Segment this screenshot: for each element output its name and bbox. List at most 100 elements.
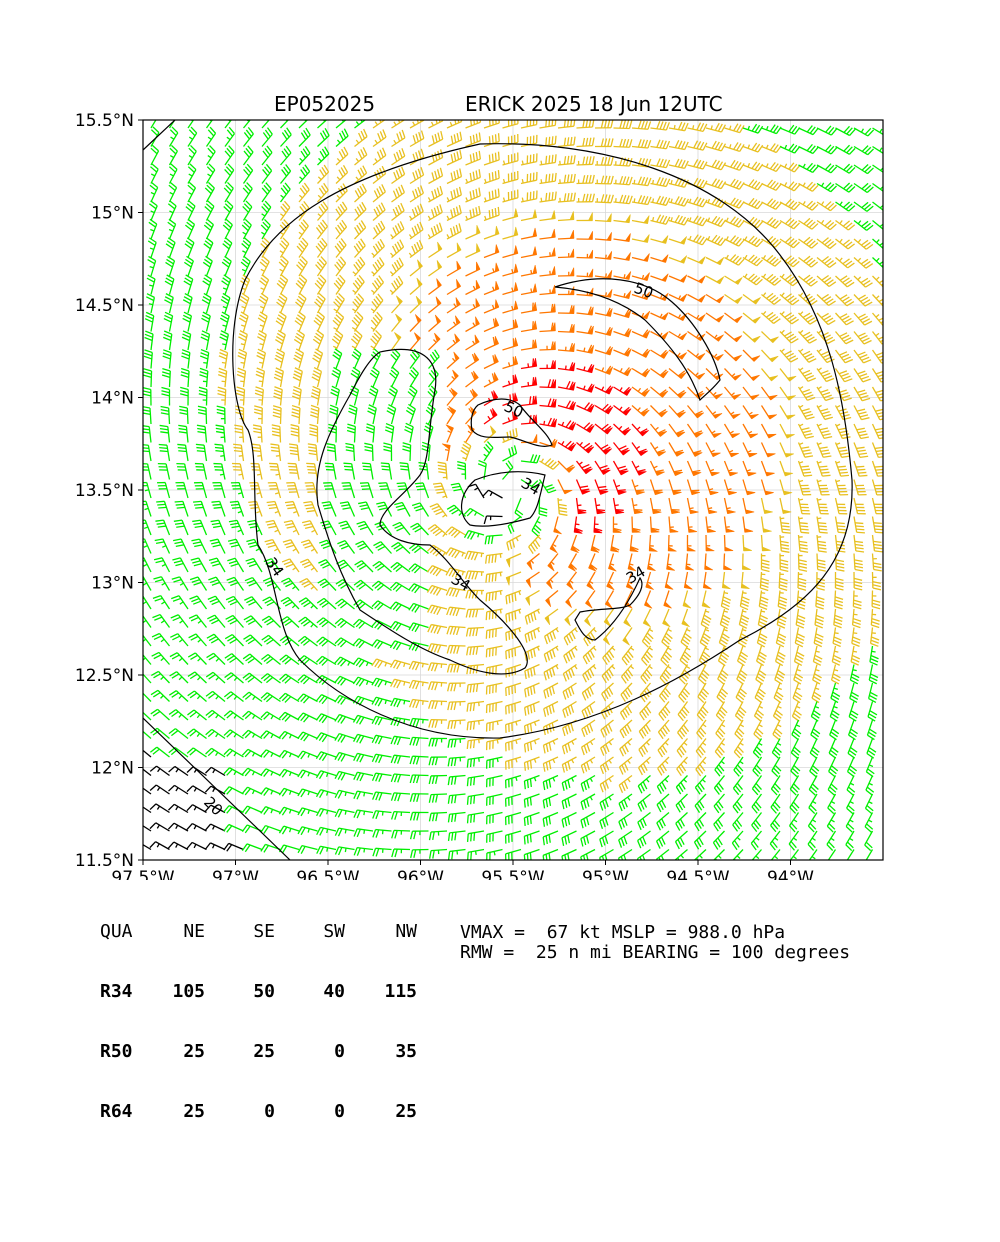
wind-barb [846, 813, 854, 833]
wind-barb [153, 577, 169, 591]
wind-barb [719, 628, 729, 648]
wind-barb [406, 404, 415, 424]
wind-barb [772, 739, 781, 759]
wind-barb [660, 665, 671, 684]
wind-barb [372, 754, 391, 763]
wind-barb [521, 153, 537, 165]
wind-barb [743, 332, 760, 343]
wind-barb [595, 120, 613, 128]
wind-barb [372, 239, 385, 257]
wind-barb [467, 739, 484, 749]
wind-barb [410, 131, 424, 147]
wind-barb [873, 276, 891, 287]
wind-barb [229, 520, 244, 535]
wind-barb [564, 646, 577, 663]
wind-barb [288, 463, 299, 479]
wind-barb [865, 813, 873, 833]
wind-barb [261, 654, 280, 664]
wind-barb [574, 517, 582, 534]
wind-barb [725, 424, 740, 438]
wind-barb [817, 535, 827, 552]
wind-barb [207, 127, 216, 146]
wind-barb [371, 276, 383, 295]
wind-barb [521, 190, 537, 202]
wind-barb [409, 661, 428, 670]
wind-barb [353, 619, 373, 628]
wind-barb [854, 183, 873, 192]
wind-barb [614, 139, 632, 147]
wind-barb [577, 326, 594, 334]
wind-barb [651, 140, 670, 149]
wind-barb [152, 652, 170, 664]
wind-barb [251, 463, 262, 479]
wind-barb [704, 572, 712, 589]
wind-barb [368, 405, 377, 424]
wind-barb [742, 572, 750, 589]
wind-barb [669, 387, 686, 398]
wind-barb [601, 720, 614, 737]
wind-barb [780, 293, 799, 305]
wind-barb [595, 308, 612, 316]
wind-barb [706, 313, 724, 322]
wind-barb [835, 572, 843, 590]
wind-barb [632, 234, 649, 242]
wind-barb [132, 822, 151, 831]
wind-barb [188, 127, 197, 146]
wind-barb [865, 794, 873, 814]
wind-barb [262, 146, 272, 165]
wind-barb [725, 276, 743, 284]
wind-barb [651, 255, 669, 263]
wind-barb [189, 634, 207, 646]
wind-barb [291, 425, 299, 443]
wind-barb [524, 813, 539, 826]
wind-barb [780, 274, 799, 286]
wind-barb [836, 498, 848, 514]
wind-barb [244, 146, 254, 165]
wind-barb [198, 406, 207, 424]
wind-barb [466, 206, 481, 220]
wind-barb [600, 776, 613, 793]
wind-barb [544, 683, 558, 699]
wind-barb [817, 368, 834, 382]
wind-barb [203, 275, 212, 295]
wind-barb [762, 498, 773, 514]
wind-barb [697, 702, 708, 721]
wind-barb [756, 665, 766, 685]
wind-barb [831, 683, 840, 703]
wind-barb [261, 826, 281, 834]
wind-barb [817, 405, 833, 419]
wind-barb [151, 145, 159, 165]
wind-barb [725, 255, 745, 266]
wind-barb [371, 294, 383, 313]
wind-barb [508, 517, 521, 534]
wind-barb [179, 406, 188, 424]
wind-barb [206, 672, 225, 683]
wind-barb [387, 405, 396, 424]
wind-barb [466, 371, 479, 387]
wind-barb [429, 368, 439, 387]
wind-barb [247, 520, 262, 535]
wind-barb [743, 236, 763, 247]
wind-barb [279, 845, 299, 853]
wind-barb [442, 444, 450, 461]
wind-barb [525, 609, 539, 625]
wind-barb [873, 424, 888, 439]
wind-barb [669, 178, 688, 188]
wind-barb [743, 535, 752, 551]
wind-barb [725, 369, 742, 381]
wind-barb [706, 350, 723, 360]
wind-barb [558, 137, 575, 147]
wind-barb [632, 195, 651, 204]
wind-barb [799, 144, 819, 153]
wind-barb [429, 794, 447, 803]
wind-barb [827, 813, 835, 833]
wind-barb [569, 554, 577, 572]
wind-barb [583, 646, 596, 664]
wind-barb [725, 217, 745, 227]
wind-barb [175, 501, 188, 516]
wind-barb [300, 559, 317, 572]
wind-barb [869, 683, 878, 702]
wind-barb [659, 683, 670, 702]
wind-barb [868, 702, 877, 722]
wind-barb [872, 591, 880, 609]
